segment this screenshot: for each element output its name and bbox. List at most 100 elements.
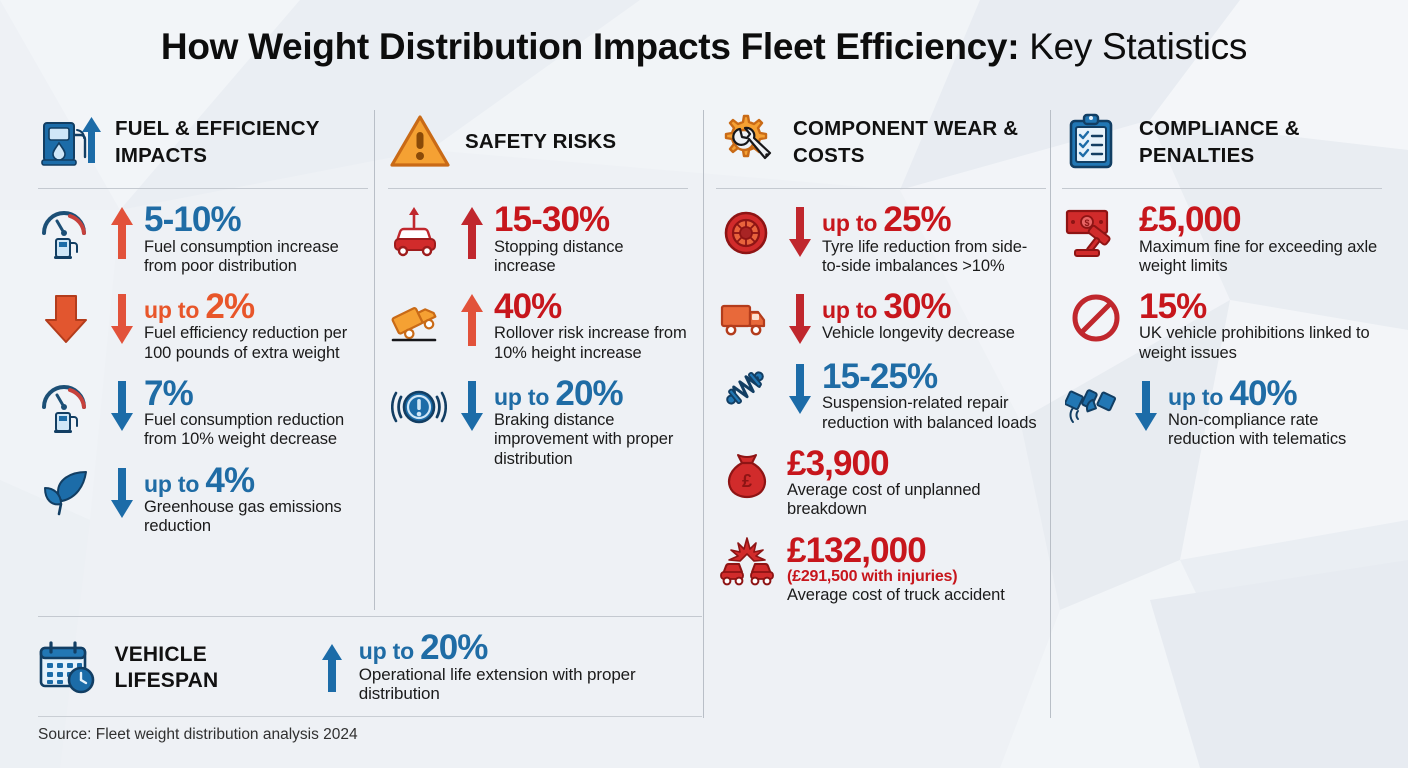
stat-row: £132,000 (£291,500 with injuries) Averag… xyxy=(716,530,1046,606)
stat-list: up to 25% Tyre life reduction from side-… xyxy=(716,189,1046,605)
header-rule xyxy=(38,188,368,189)
down-arrow-icon xyxy=(109,377,135,433)
column-compliance-penalties: COMPLIANCE & PENALTIES $ xyxy=(1062,104,1382,464)
stat-description: Fuel consumption reduction from 10% weig… xyxy=(144,411,345,449)
down-arrow-icon xyxy=(109,464,135,520)
stat-value: 15% xyxy=(1139,286,1207,326)
truck-icon xyxy=(716,290,778,346)
header-rule xyxy=(1062,188,1382,189)
column-header-label: COMPLIANCE & PENALTIES xyxy=(1139,116,1300,167)
stat-body: £132,000 (£291,500 with injuries) Averag… xyxy=(787,530,1046,606)
column-header-label: SAFETY RISKS xyxy=(465,130,617,154)
calendar-clock-icon xyxy=(38,640,101,696)
satellite-icon xyxy=(1062,377,1124,433)
stat-body: up to 30% Vehicle longevity decrease xyxy=(822,286,1046,344)
stat-prefix: up to xyxy=(144,296,206,323)
stat-description: Fuel consumption increase from poor dist… xyxy=(144,237,339,275)
warning-triangle-icon xyxy=(388,112,452,172)
stat-body: up to 40% Non-compliance rate reduction … xyxy=(1168,373,1382,450)
stat-row: 15% UK vehicle prohibitions linked to we… xyxy=(1062,286,1382,363)
stat-value: 2% xyxy=(205,286,255,326)
stat-row: £ £3,900 Average cost of unplanned break… xyxy=(716,443,1046,520)
lifespan-description: Operational life extension with proper d… xyxy=(358,664,636,704)
column-header: SAFETY RISKS xyxy=(388,104,688,180)
stat-body: 5-10% Fuel consumption increase from poo… xyxy=(144,200,368,276)
up-arrow-icon xyxy=(109,203,135,259)
stat-value: 4% xyxy=(205,460,255,500)
up-arrow-icon xyxy=(459,290,485,346)
down-arrow-icon xyxy=(459,377,485,433)
lifespan-rule xyxy=(38,616,702,617)
stat-body: £5,000 Maximum fine for exceeding axle w… xyxy=(1139,200,1382,276)
stat-list: $ £5,000 Maximum fine for exceed xyxy=(1062,189,1382,450)
stat-row: up to 4% Greenhouse gas emissions reduct… xyxy=(38,460,368,537)
column-header: COMPLIANCE & PENALTIES xyxy=(1062,104,1382,180)
stat-row: 7% Fuel consumption reduction from 10% w… xyxy=(38,373,368,450)
page-title-bold: How Weight Distribution Impacts Fleet Ef… xyxy=(160,26,1020,67)
stat-body: £3,900 Average cost of unplanned breakdo… xyxy=(787,443,1046,520)
stat-value: £132,000 xyxy=(787,530,927,570)
header-rule xyxy=(716,188,1046,189)
stat-body: 7% Fuel consumption reduction from 10% w… xyxy=(144,373,368,450)
gear-wrench-icon xyxy=(716,112,780,172)
stat-value: £5,000 xyxy=(1139,200,1242,239)
down-arrow-icon xyxy=(787,203,813,259)
stat-value: 15-25% xyxy=(822,356,938,396)
down-arrow-icon xyxy=(787,290,813,346)
stat-description: Tyre life reduction from side-to-side im… xyxy=(822,237,1028,275)
lifespan-title: VEHICLE LIFESPAN xyxy=(114,643,219,692)
tilting-truck-icon xyxy=(388,290,450,346)
gauge-fuel-icon xyxy=(38,377,100,433)
stat-value: 5-10% xyxy=(144,200,242,239)
stat-value: 40% xyxy=(494,286,562,326)
stat-description: Rollover risk increase from 10% height i… xyxy=(494,324,687,362)
stat-body: up to 4% Greenhouse gas emissions reduct… xyxy=(144,460,368,537)
stat-value: 40% xyxy=(1229,373,1297,413)
stat-value: 15-30% xyxy=(494,200,610,239)
stat-value: 25% xyxy=(883,200,951,239)
stat-value: 7% xyxy=(144,373,194,413)
stat-body: 15% UK vehicle prohibitions linked to we… xyxy=(1139,286,1382,363)
footer-rule xyxy=(38,716,702,717)
vehicle-lifespan-strip: VEHICLE LIFESPAN up to 20% Operational l… xyxy=(38,616,702,704)
stat-body: up to 2% Fuel efficiency reduction per 1… xyxy=(144,286,368,363)
stat-description: Greenhouse gas emissions reduction xyxy=(144,498,342,536)
column-header: COMPONENT WEAR & COSTS xyxy=(716,104,1046,180)
stat-description: Fuel efficiency reduction per 100 pounds… xyxy=(144,324,348,362)
stat-description: Braking distance improvement with proper… xyxy=(494,411,674,468)
column-divider-3 xyxy=(1050,110,1051,718)
stat-prefix: up to xyxy=(822,296,884,323)
brake-warning-icon xyxy=(388,377,450,433)
page-title: How Weight Distribution Impacts Fleet Ef… xyxy=(0,26,1408,68)
stat-row: 5-10% Fuel consumption increase from poo… xyxy=(38,200,368,276)
fuel-pump-up-arrow-icon xyxy=(38,112,102,172)
column-fuel-efficiency-impacts: FUEL & EFFICIENCY IMPACTS xyxy=(38,104,368,550)
tyre-icon xyxy=(716,203,778,259)
stat-row: up to 20% Braking distance improvement w… xyxy=(388,373,688,469)
stat-row: 15-30% Stopping distance increase xyxy=(388,200,688,276)
banknote-gavel-icon: $ xyxy=(1062,203,1130,259)
stat-description: Stopping distance increase xyxy=(494,237,624,275)
up-arrow-icon xyxy=(459,203,485,259)
stat-row: 15-25% Suspension-related repair reducti… xyxy=(716,356,1046,433)
stat-value: £3,900 xyxy=(787,443,890,483)
stat-subvalue: (£291,500 with injuries) xyxy=(787,568,958,586)
lifespan-body: up to 20% Operational life extension wit… xyxy=(358,630,702,704)
down-arrow-big-icon xyxy=(38,290,100,346)
column-divider-1 xyxy=(374,110,375,610)
column-header-label: FUEL & EFFICIENCY IMPACTS xyxy=(115,116,320,167)
stat-description: Maximum fine for exceeding axle weight l… xyxy=(1139,237,1378,275)
stat-value: 30% xyxy=(883,286,951,326)
down-arrow-icon xyxy=(109,290,135,346)
car-up-arrow-icon xyxy=(388,203,450,259)
stat-value: 20% xyxy=(555,373,623,413)
stat-description: Non-compliance rate reduction with telem… xyxy=(1168,411,1347,449)
column-header: FUEL & EFFICIENCY IMPACTS xyxy=(38,104,368,180)
up-arrow-icon xyxy=(320,642,345,694)
prohibition-sign-icon xyxy=(1062,290,1130,346)
clipboard-checklist-icon xyxy=(1062,112,1126,172)
stat-description: UK vehicle prohibitions linked to weight… xyxy=(1139,324,1370,362)
lifespan-prefix: up to xyxy=(358,638,421,664)
source-note: Source: Fleet weight distribution analys… xyxy=(38,726,358,743)
